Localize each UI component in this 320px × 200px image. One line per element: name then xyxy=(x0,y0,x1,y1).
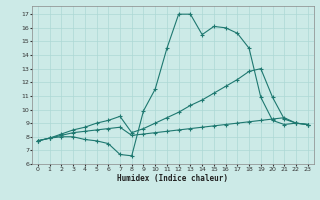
X-axis label: Humidex (Indice chaleur): Humidex (Indice chaleur) xyxy=(117,174,228,183)
